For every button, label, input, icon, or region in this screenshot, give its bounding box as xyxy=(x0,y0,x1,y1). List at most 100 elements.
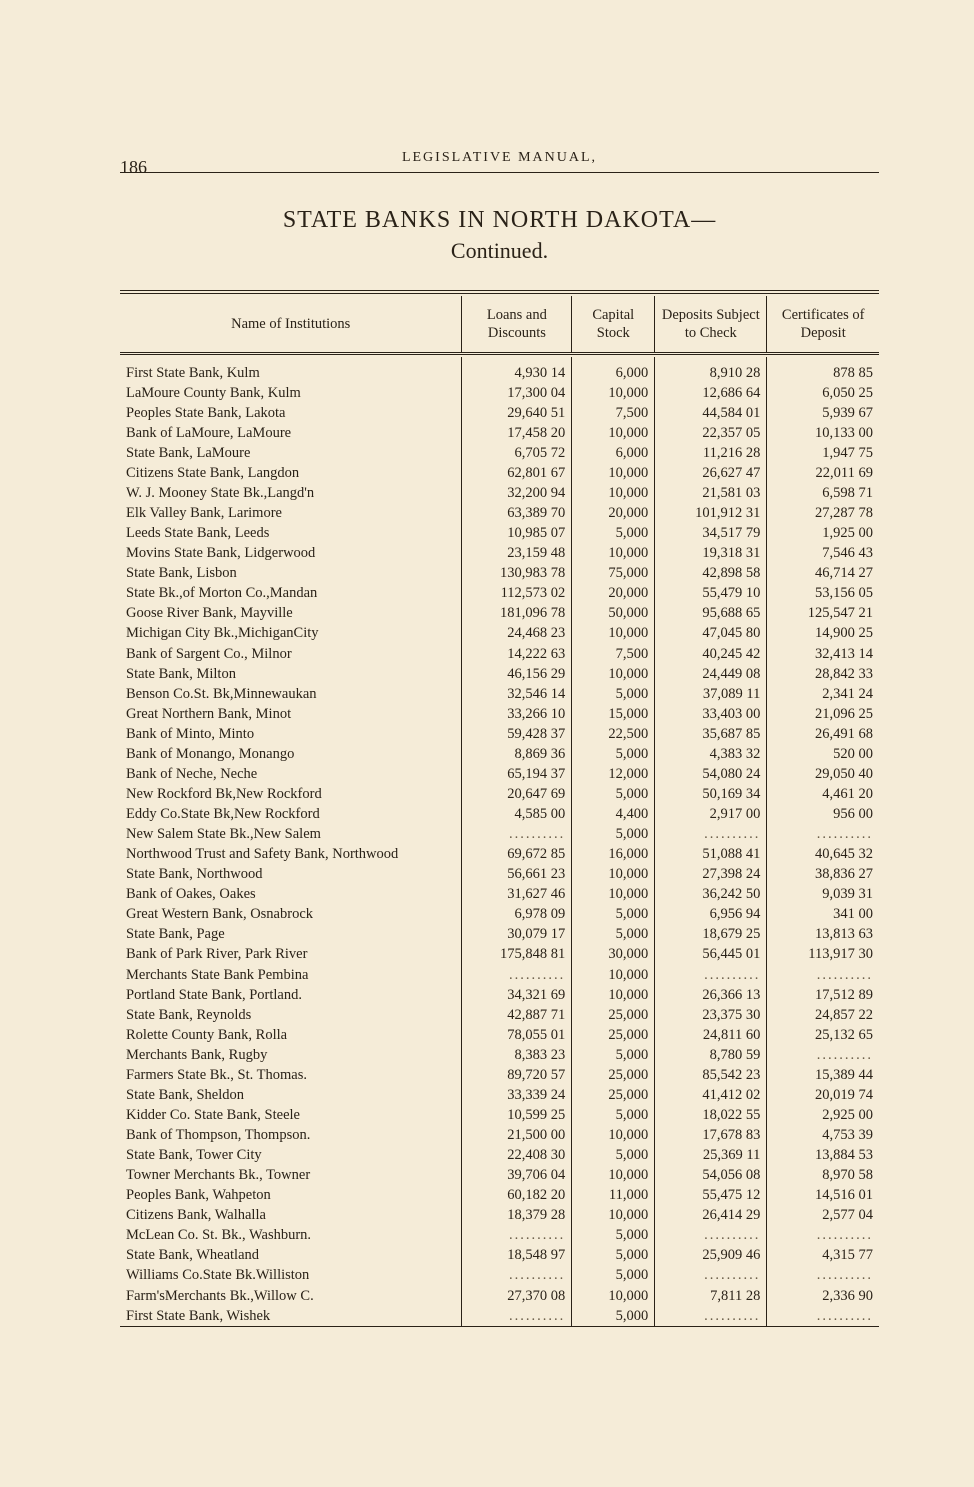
bank-name: Williams Co.State Bk.Williston xyxy=(120,1266,462,1286)
loans-cell: 130,983 78 xyxy=(462,564,572,584)
capital-cell: 11,000 xyxy=(572,1186,655,1206)
loans-cell: .......... xyxy=(462,1266,572,1286)
bank-name: Rolette County Bank, Rolla xyxy=(120,1025,462,1045)
capital-cell: 10,000 xyxy=(572,1126,655,1146)
page-subtitle: Continued. xyxy=(120,238,879,264)
loans-cell: 89,720 57 xyxy=(462,1065,572,1085)
table-row: State Bank, Sheldon33,339 2425,00041,412… xyxy=(120,1086,879,1106)
bank-name: New Salem State Bk.,New Salem xyxy=(120,825,462,845)
cert-cell: .......... xyxy=(767,1045,879,1065)
cert-cell: 4,461 20 xyxy=(767,785,879,805)
loans-cell: 69,672 85 xyxy=(462,845,572,865)
col-loans: Loans and Discounts xyxy=(462,296,572,353)
bank-name: Bank of Monango, Monango xyxy=(120,744,462,764)
deposits-cell: 8,910 28 xyxy=(655,363,767,383)
cert-cell: 341 00 xyxy=(767,905,879,925)
deposits-cell: 26,627 47 xyxy=(655,464,767,484)
cert-cell: .......... xyxy=(767,1226,879,1246)
cert-cell: 40,645 32 xyxy=(767,845,879,865)
bank-name: First State Bank, Kulm xyxy=(120,363,462,383)
deposits-cell: 2,917 00 xyxy=(655,805,767,825)
col-name: Name of Institutions xyxy=(120,296,462,353)
deposits-cell: 26,366 13 xyxy=(655,985,767,1005)
bank-name: Goose River Bank, Mayville xyxy=(120,604,462,624)
deposits-cell: .......... xyxy=(655,965,767,985)
deposits-cell: 17,678 83 xyxy=(655,1126,767,1146)
table-row: State Bank, Page30,079 175,00018,679 251… xyxy=(120,925,879,945)
deposits-cell: 6,956 94 xyxy=(655,905,767,925)
deposits-cell: 35,687 85 xyxy=(655,724,767,744)
bank-name: State Bank, Tower City xyxy=(120,1146,462,1166)
table-row: Bank of Sargent Co., Milnor14,222 637,50… xyxy=(120,644,879,664)
loans-cell: 78,055 01 xyxy=(462,1025,572,1045)
capital-cell: 25,000 xyxy=(572,1025,655,1045)
capital-cell: 15,000 xyxy=(572,704,655,724)
cert-cell: 20,019 74 xyxy=(767,1086,879,1106)
capital-cell: 10,000 xyxy=(572,664,655,684)
capital-cell: 4,400 xyxy=(572,805,655,825)
capital-cell: 10,000 xyxy=(572,1286,655,1306)
cert-cell: 125,547 21 xyxy=(767,604,879,624)
cert-cell: 956 00 xyxy=(767,805,879,825)
capital-cell: 10,000 xyxy=(572,484,655,504)
capital-cell: 25,000 xyxy=(572,1005,655,1025)
bank-name: Bank of LaMoure, LaMoure xyxy=(120,423,462,443)
bank-name: Farmers State Bk., St. Thomas. xyxy=(120,1065,462,1085)
loans-cell: 46,156 29 xyxy=(462,664,572,684)
bank-name: Great Western Bank, Osnabrock xyxy=(120,905,462,925)
deposits-cell: 33,403 00 xyxy=(655,704,767,724)
capital-cell: 5,000 xyxy=(572,1045,655,1065)
capital-cell: 5,000 xyxy=(572,1146,655,1166)
cert-cell: 13,813 63 xyxy=(767,925,879,945)
top-rule xyxy=(120,172,879,173)
table-row: State Bank, Reynolds42,887 7125,00023,37… xyxy=(120,1005,879,1025)
capital-cell: 10,000 xyxy=(572,624,655,644)
bank-name: State Bank, Northwood xyxy=(120,865,462,885)
capital-cell: 25,000 xyxy=(572,1065,655,1085)
running-head: LEGISLATIVE MANUAL, xyxy=(120,150,879,166)
cert-cell: 15,389 44 xyxy=(767,1065,879,1085)
table-row: Bank of Minto, Minto59,428 3722,50035,68… xyxy=(120,724,879,744)
capital-cell: 5,000 xyxy=(572,744,655,764)
capital-cell: 10,000 xyxy=(572,865,655,885)
deposits-cell: 55,479 10 xyxy=(655,584,767,604)
deposits-cell: .......... xyxy=(655,1226,767,1246)
table-row: Merchants Bank, Rugby8,383 235,0008,780 … xyxy=(120,1045,879,1065)
deposits-cell: 44,584 01 xyxy=(655,403,767,423)
loans-cell: 65,194 37 xyxy=(462,765,572,785)
cert-cell: 14,900 25 xyxy=(767,624,879,644)
bank-name: Bank of Oakes, Oakes xyxy=(120,885,462,905)
loans-cell: 8,383 23 xyxy=(462,1045,572,1065)
capital-cell: 5,000 xyxy=(572,1306,655,1327)
capital-cell: 7,500 xyxy=(572,644,655,664)
deposits-cell: 4,383 32 xyxy=(655,744,767,764)
capital-cell: 20,000 xyxy=(572,504,655,524)
cert-cell: 22,011 69 xyxy=(767,464,879,484)
loans-cell: 27,370 08 xyxy=(462,1286,572,1306)
cert-cell: 29,050 40 xyxy=(767,765,879,785)
cert-cell: 28,842 33 xyxy=(767,664,879,684)
table-row: Farm'sMerchants Bk.,Willow C.27,370 0810… xyxy=(120,1286,879,1306)
bank-name: Farm'sMerchants Bk.,Willow C. xyxy=(120,1286,462,1306)
loans-cell: .......... xyxy=(462,1226,572,1246)
table-row: Eddy Co.State Bk,New Rockford4,585 004,4… xyxy=(120,805,879,825)
deposits-cell: 34,517 79 xyxy=(655,524,767,544)
deposits-cell: .......... xyxy=(655,825,767,845)
bank-name: State Bank, LaMoure xyxy=(120,444,462,464)
cert-cell: 24,857 22 xyxy=(767,1005,879,1025)
bank-name: Kidder Co. State Bank, Steele xyxy=(120,1106,462,1126)
bank-name: Bank of Thompson, Thompson. xyxy=(120,1126,462,1146)
table-row: New Salem State Bk.,New Salem..........5… xyxy=(120,825,879,845)
loans-cell: 23,159 48 xyxy=(462,544,572,564)
capital-cell: 5,000 xyxy=(572,1266,655,1286)
deposits-cell: 7,811 28 xyxy=(655,1286,767,1306)
cert-cell: .......... xyxy=(767,965,879,985)
capital-cell: 12,000 xyxy=(572,765,655,785)
table-row: New Rockford Bk,New Rockford20,647 695,0… xyxy=(120,785,879,805)
deposits-cell: 101,912 31 xyxy=(655,504,767,524)
capital-cell: 10,000 xyxy=(572,965,655,985)
table-row: Northwood Trust and Safety Bank, Northwo… xyxy=(120,845,879,865)
capital-cell: 5,000 xyxy=(572,1106,655,1126)
deposits-cell: 37,089 11 xyxy=(655,684,767,704)
loans-cell: 32,546 14 xyxy=(462,684,572,704)
